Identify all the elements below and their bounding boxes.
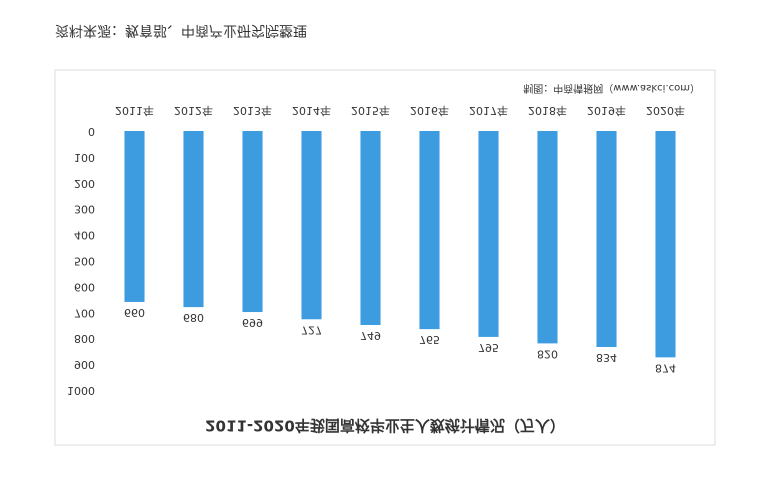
x-tick-label: 2017年 [469,104,508,118]
value-label: 680 [183,311,204,324]
bar [124,131,145,302]
x-tick-label: 2016年 [410,104,449,118]
x-tick-label: 2014年 [292,104,331,118]
bar [419,131,440,330]
x-tick-label: 2018年 [528,104,567,118]
value-label: 699 [242,316,263,329]
x-tick-label: 2013年 [233,104,272,118]
chart-title: 2011-2020年我国高校毕业生人数统计情况（万人） [205,417,565,435]
value-label: 820 [537,347,558,360]
bar [655,131,676,358]
x-tick-label: 2012年 [174,104,213,118]
y-tick-label: 0 [88,125,95,138]
x-tick-label: 2020年 [646,104,685,118]
value-label: 749 [360,329,381,342]
bar [478,131,499,337]
y-tick-label: 400 [74,229,95,242]
value-label: 795 [478,341,499,354]
y-tick-label: 1000 [67,384,95,397]
chart-note: 制图：中商情报网（www.askci.com） [523,82,700,95]
bar [242,131,263,313]
source: 资料来源：教育部、中商产业研究院整理 [55,22,307,38]
bar [301,131,322,320]
bar [183,131,204,308]
bar [537,131,558,344]
bar [360,131,381,325]
y-tick-label: 600 [74,280,95,293]
x-tick-label: 2015年 [351,104,390,118]
y-tick-label: 900 [74,358,95,371]
value-label: 874 [655,361,676,374]
y-tick-label: 100 [74,151,95,164]
x-tick-label: 2019年 [587,104,626,118]
y-tick-label: 700 [74,306,95,319]
value-label: 660 [124,306,145,319]
y-tick-label: 200 [74,177,95,190]
value-label: 727 [301,323,322,336]
bar [596,131,617,348]
y-tick-label: 500 [74,255,95,268]
y-tick-label: 800 [74,332,95,345]
value-label: 834 [596,351,617,364]
value-label: 765 [419,333,440,346]
x-tick-label: 2011年 [115,104,154,118]
y-tick-label: 300 [74,203,95,216]
